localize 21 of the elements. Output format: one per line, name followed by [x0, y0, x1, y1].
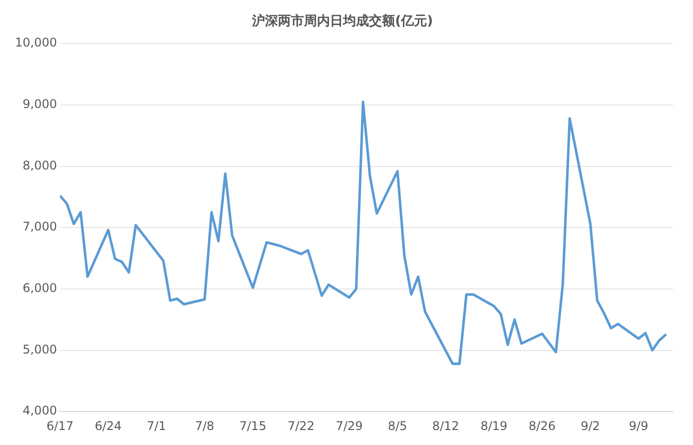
x-tick-label: 6/17: [46, 418, 74, 433]
x-tick-label: 8/12: [432, 418, 460, 433]
x-tick-label: 9/2: [580, 418, 600, 433]
x-tick-label: 7/1: [146, 418, 166, 433]
y-tick-label: 8,000: [22, 158, 57, 172]
y-tick-label: 5,000: [22, 342, 57, 356]
x-tick-label: 7/29: [336, 418, 363, 433]
y-tick-label: 4,000: [22, 404, 57, 418]
y-tick-label: 6,000: [22, 281, 57, 296]
y-tick-label: 7,000: [22, 220, 57, 234]
chart-title: 沪深两市周内日均成交额(亿元): [251, 13, 433, 30]
y-tick-label: 10,000: [14, 36, 57, 50]
x-tick-label: 8/5: [388, 418, 408, 433]
x-tick-label: 7/8: [194, 418, 214, 433]
x-tick-label: 9/9: [628, 418, 648, 433]
x-tick-label: 7/15: [239, 418, 266, 433]
y-tick-label: 9,000: [22, 97, 57, 112]
x-tick-label: 7/22: [288, 418, 315, 433]
x-tick-label: 8/19: [480, 418, 508, 433]
x-tick-label: 6/24: [94, 418, 122, 433]
x-tick-label: 8/26: [528, 418, 556, 433]
